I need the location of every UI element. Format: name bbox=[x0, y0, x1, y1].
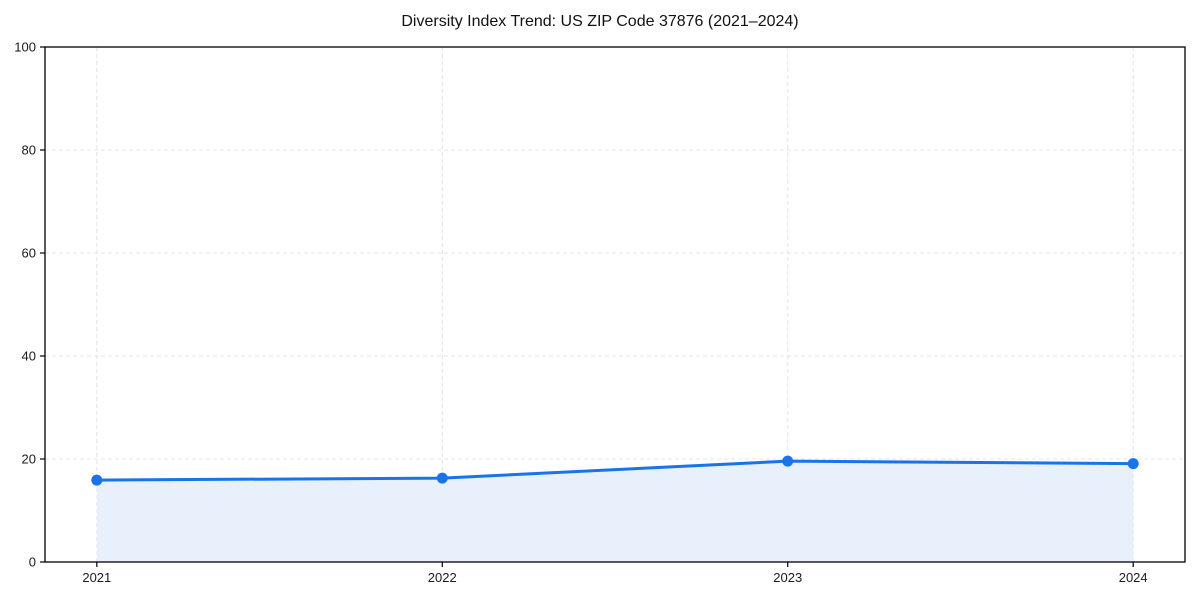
y-axis-tick-label: 20 bbox=[22, 452, 36, 467]
x-axis-tick-label: 2021 bbox=[82, 570, 111, 585]
data-point-2023 bbox=[782, 455, 794, 467]
trend-line bbox=[96, 459, 1134, 482]
area-fill bbox=[96, 461, 1134, 562]
plot-border bbox=[44, 46, 1186, 563]
y-axis-tick-label: 40 bbox=[22, 349, 36, 364]
x-axis-tick-label: 2022 bbox=[428, 570, 457, 585]
data-point-2022 bbox=[436, 472, 448, 484]
x-axis-tick-label: 2023 bbox=[773, 570, 802, 585]
y-axis-tick-label: 0 bbox=[29, 555, 36, 570]
y-axis-tick-label: 100 bbox=[14, 40, 36, 55]
data-point-2021 bbox=[91, 474, 103, 486]
x-axis-tick-label: 2024 bbox=[1119, 570, 1148, 585]
chart-title: Diversity Index Trend: US ZIP Code 37876… bbox=[401, 13, 799, 30]
y-axis-tick-label: 60 bbox=[22, 246, 36, 261]
data-point-2024 bbox=[1127, 458, 1139, 470]
y-axis-tick-label: 80 bbox=[22, 143, 36, 158]
